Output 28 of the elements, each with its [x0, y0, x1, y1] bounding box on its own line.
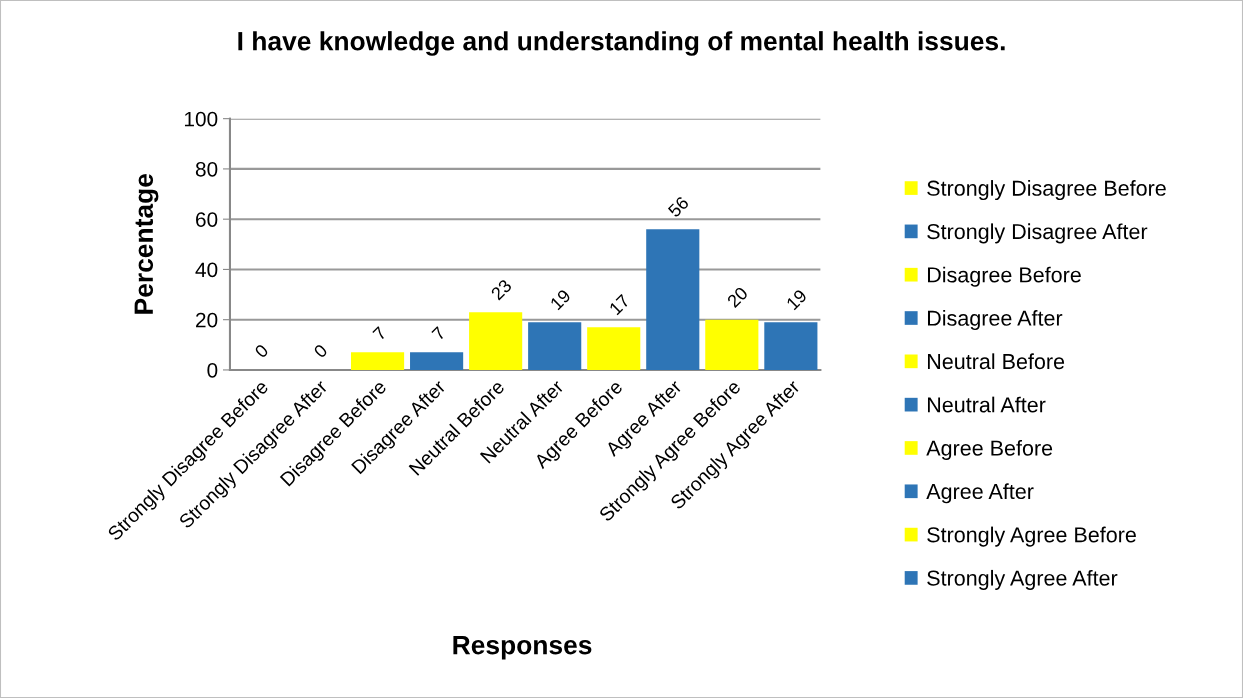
- legend-label: Strongly Agree Before: [927, 526, 1136, 547]
- legend-label: Strongly Disagree Before: [927, 180, 1166, 201]
- y-tick-label: 100: [184, 111, 218, 127]
- y-tick-label: 20: [196, 312, 218, 328]
- data-label: 20: [726, 286, 749, 309]
- y-axis-title: Percentage: [134, 174, 159, 314]
- data-label: 0: [313, 343, 329, 359]
- chart-title: I have knowledge and understanding of mental health issues.: [238, 31, 1005, 56]
- data-label: 7: [372, 326, 387, 341]
- data-label: 19: [549, 288, 572, 311]
- y-tick-label: 60: [196, 212, 218, 227]
- legend-label: Neutral Before: [928, 353, 1065, 370]
- y-tick-label: 80: [195, 161, 218, 177]
- legend-label: Disagree After: [928, 310, 1063, 331]
- legend-label: Strongly Agree After: [927, 569, 1118, 590]
- legend-label: Disagree Before: [928, 266, 1081, 287]
- data-label: 19: [785, 288, 808, 311]
- y-tick-label: 0: [207, 362, 218, 378]
- legend-label: Strongly Disagree After: [927, 223, 1148, 244]
- legend-label: Neutral After: [928, 396, 1046, 413]
- data-label: 7: [431, 326, 446, 341]
- x-axis-title: Responses: [453, 635, 592, 660]
- data-label: 17: [608, 293, 631, 316]
- data-label: 0: [253, 343, 270, 359]
- y-tick-label: 40: [195, 262, 218, 278]
- data-label: 56: [667, 195, 690, 218]
- legend-label: Agree After: [926, 483, 1034, 504]
- data-label: 23: [490, 278, 513, 301]
